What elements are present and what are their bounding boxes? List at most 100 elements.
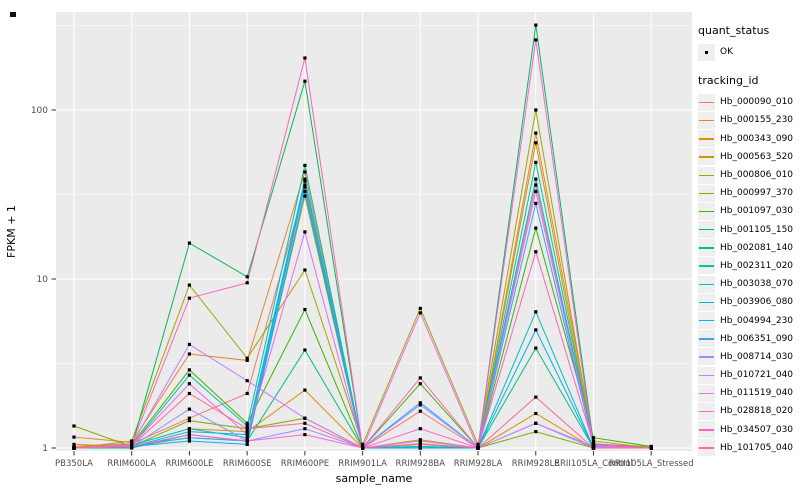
legend-item-Hb_004994_230[interactable]: Hb_004994_230 (698, 311, 798, 330)
y-tick-label: 10 (37, 275, 49, 285)
data-point (303, 194, 307, 198)
legend-key-swatch (698, 275, 715, 293)
data-point (534, 160, 538, 164)
x-tick-label: RRIM600LA (107, 459, 156, 469)
legend-key-swatch (698, 312, 715, 330)
data-point (534, 411, 538, 416)
legend-item-Hb_003906_080[interactable]: Hb_003906_080 (698, 293, 798, 311)
data-point (303, 185, 307, 189)
legend-item-Hb_000090_010[interactable]: Hb_000090_010 (698, 93, 798, 111)
line-swatch-icon (699, 192, 714, 195)
legend-key-swatch (698, 239, 715, 257)
legend-key-swatch (698, 111, 715, 129)
line-swatch-icon (699, 338, 714, 340)
x-axis-title: sample_name (336, 472, 413, 485)
data-point (187, 342, 191, 346)
data-point (245, 430, 249, 434)
data-point (187, 416, 191, 420)
data-point (130, 439, 134, 443)
data-point (303, 183, 307, 187)
line-swatch-icon (699, 392, 714, 395)
line-swatch-icon (699, 283, 714, 286)
legend-key-swatch (698, 366, 715, 384)
legend-key-swatch (698, 93, 715, 111)
data-point (418, 376, 422, 380)
legend-item-Hb_006351_090[interactable]: Hb_006351_090 (698, 330, 798, 348)
legend-item-Hb_001105_150[interactable]: Hb_001105_150 (698, 221, 798, 239)
y-tick-label: 100 (31, 106, 48, 116)
legend-spacer (698, 61, 798, 74)
ok-point-key (698, 43, 715, 61)
legend-key-swatch (698, 221, 715, 239)
data-point (245, 275, 249, 279)
legend-item-label: Hb_006351_090 (720, 333, 794, 344)
legend-item-Hb_034507_030[interactable]: Hb_034507_030 (698, 421, 798, 439)
data-point (245, 436, 249, 440)
legend-item-Hb_028818_020[interactable]: Hb_028818_020 (698, 402, 798, 420)
data-point (591, 439, 596, 443)
legend-item-label: Hb_002081_140 (720, 242, 794, 253)
data-point (418, 401, 422, 405)
legend-key-swatch (698, 166, 715, 184)
legend-item-Hb_011519_040[interactable]: Hb_011519_040 (698, 384, 798, 402)
legend-item-label: Hb_001105_150 (720, 224, 794, 235)
data-point (187, 430, 191, 434)
legend-item-Hb_003038_070[interactable]: Hb_003038_070 (698, 275, 798, 293)
data-point (187, 407, 191, 411)
data-point (303, 79, 307, 83)
legend-item-Hb_000563_520[interactable]: Hb_000563_520 (698, 148, 798, 166)
legend-item-Hb_002081_140[interactable]: Hb_002081_140 (698, 239, 798, 257)
data-point (187, 427, 191, 431)
legend-item-Hb_010721_040[interactable]: Hb_010721_040 (698, 366, 798, 384)
data-point (72, 424, 76, 428)
data-point (245, 379, 249, 383)
legend-item-Hb_002311_020[interactable]: Hb_002311_020 (698, 257, 798, 275)
data-point (534, 38, 538, 42)
line-swatch-icon (699, 265, 714, 267)
data-point (418, 382, 422, 386)
data-point (245, 433, 249, 437)
line-swatch-icon (699, 247, 714, 249)
legend-key-swatch (698, 330, 715, 348)
line-swatch-icon (699, 156, 714, 158)
line-swatch-icon (699, 101, 714, 104)
legend-item-label: Hb_028818_020 (720, 406, 794, 417)
data-point (418, 306, 422, 310)
data-point (534, 226, 538, 230)
data-point (534, 310, 538, 314)
data-point (418, 427, 422, 431)
data-point (303, 268, 307, 272)
data-point (534, 183, 538, 187)
data-point (418, 442, 422, 446)
legend-key-swatch (698, 184, 715, 202)
legend-key-swatch (698, 293, 715, 311)
legend-item-Hb_101705_040[interactable]: Hb_101705_040 (698, 439, 798, 457)
legend-item-label: Hb_003038_070 (720, 279, 794, 290)
legend-key-swatch (698, 402, 715, 420)
x-tick-label: RRIM901LA (338, 459, 387, 469)
data-point (245, 391, 249, 396)
data-point (303, 230, 307, 234)
legend-item-Hb_000806_010[interactable]: Hb_000806_010 (698, 166, 798, 184)
data-point (361, 442, 365, 446)
legend-item-Hb_008714_030[interactable]: Hb_008714_030 (698, 348, 798, 366)
legend-item-Hb_000155_230[interactable]: Hb_000155_230 (698, 111, 798, 129)
legend-item-Hb_000997_370[interactable]: Hb_000997_370 (698, 184, 798, 202)
legend-item-ok[interactable]: OK (698, 43, 798, 61)
data-point (534, 201, 538, 205)
x-tick-label: RRIM928BA (396, 459, 446, 469)
data-point (130, 444, 134, 448)
line-swatch-icon (699, 210, 714, 213)
legend-key-swatch (698, 348, 715, 366)
x-tick-label: RRII105LA_Control (554, 459, 633, 469)
data-point (534, 189, 538, 193)
data-point (303, 307, 307, 312)
legend-item-Hb_000343_090[interactable]: Hb_000343_090 (698, 130, 798, 148)
point-icon (705, 50, 709, 54)
legend-item-Hb_001097_030[interactable]: Hb_001097_030 (698, 202, 798, 220)
data-point (418, 446, 422, 450)
data-point (245, 442, 249, 446)
line-swatch-icon (699, 301, 714, 304)
data-point (303, 163, 307, 167)
